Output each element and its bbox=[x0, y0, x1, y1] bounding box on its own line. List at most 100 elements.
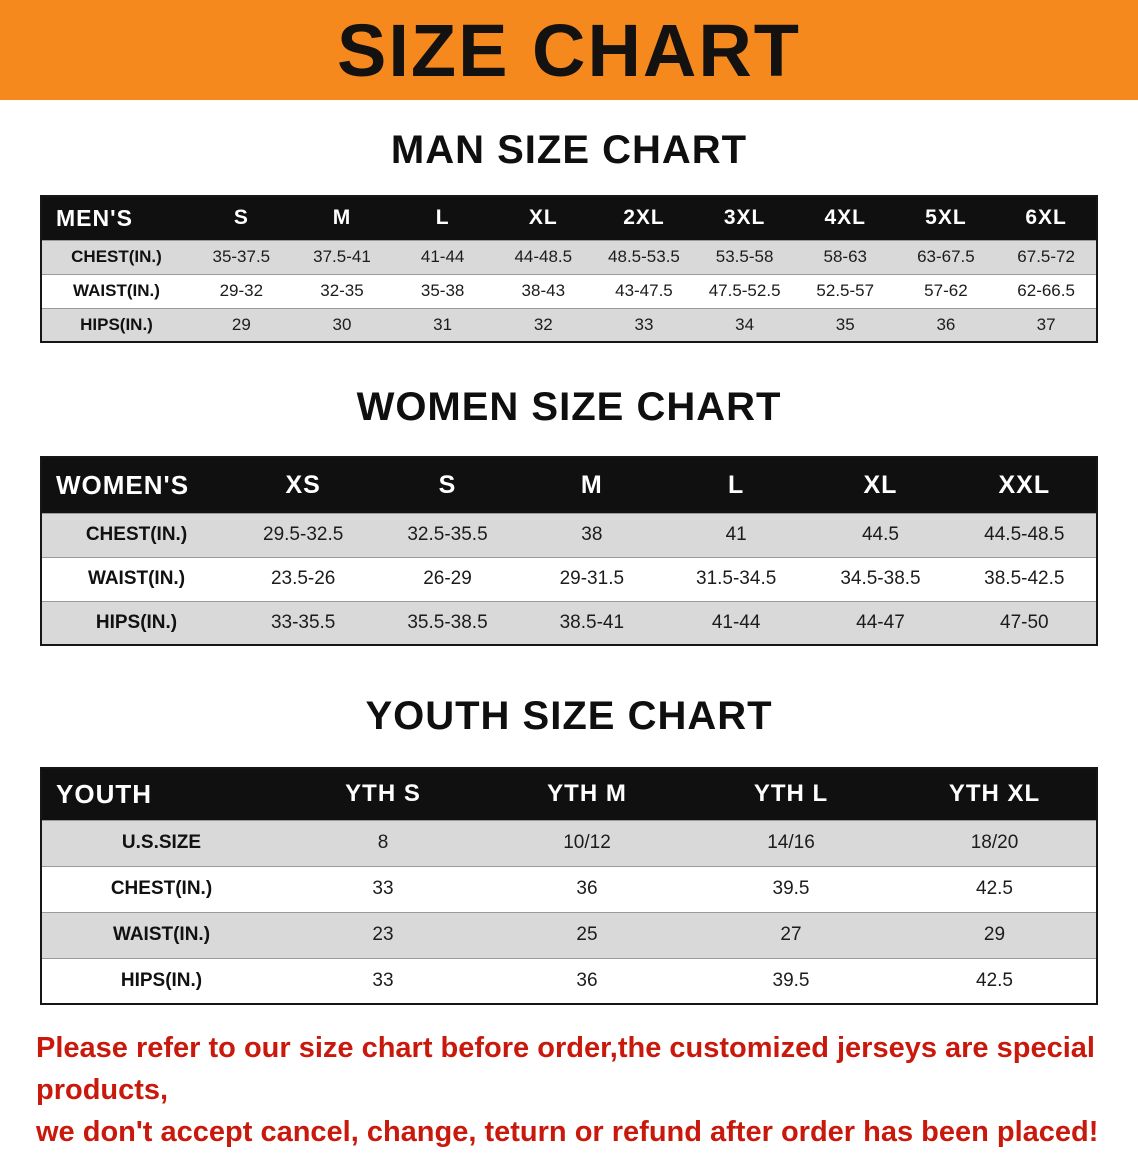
women-header-row: WOMEN'S XS S M L XL XXL bbox=[41, 457, 1097, 513]
size-header: XXL bbox=[998, 470, 1051, 499]
size-header: L bbox=[435, 206, 450, 230]
size-header: YTH M bbox=[547, 780, 627, 808]
size-value: 29-32 bbox=[219, 281, 264, 300]
size-value: 44-48.5 bbox=[514, 247, 573, 266]
size-value: 38.5-42.5 bbox=[984, 568, 1065, 589]
size-value: 27 bbox=[780, 924, 802, 945]
size-value: 35 bbox=[835, 314, 855, 334]
size-value: 41-44 bbox=[711, 611, 761, 633]
youth-ussize-row: U.S.SIZE 8 10/12 14/16 18/20 bbox=[41, 820, 1097, 866]
men-section-heading: MAN SIZE CHART bbox=[390, 128, 748, 172]
size-header: XL bbox=[528, 206, 558, 230]
size-header: YTH XL bbox=[948, 780, 1041, 808]
men-section: MAN SIZE CHART MEN'S S M L XL 2XL 3XL 4X… bbox=[0, 128, 1138, 343]
disclaimer-line-1: Please refer to our size chart before or… bbox=[36, 1032, 1095, 1107]
size-value: 31 bbox=[433, 314, 453, 334]
men-corner-label: MEN'S bbox=[56, 204, 133, 231]
women-section-heading: WOMEN SIZE CHART bbox=[356, 385, 782, 429]
size-value: 33 bbox=[372, 969, 394, 991]
size-header: YTH L bbox=[753, 780, 829, 808]
size-header: XL bbox=[863, 470, 898, 499]
row-label: WAIST(IN.) bbox=[112, 924, 211, 945]
size-header: L bbox=[728, 470, 745, 499]
size-value: 41-44 bbox=[420, 247, 465, 266]
size-value: 33 bbox=[372, 878, 394, 899]
men-waist-row: WAIST(IN.) 29-32 32-35 35-38 38-43 43-47… bbox=[41, 274, 1097, 308]
row-label: CHEST(IN.) bbox=[85, 524, 188, 545]
size-header: 3XL bbox=[723, 206, 766, 230]
size-value: 35.5-38.5 bbox=[407, 611, 488, 633]
size-value: 34.5-38.5 bbox=[840, 568, 921, 589]
size-value: 33-35.5 bbox=[270, 611, 336, 633]
size-value: 23.5-26 bbox=[270, 568, 336, 589]
youth-section-heading: YOUTH SIZE CHART bbox=[365, 694, 773, 738]
size-value: 31.5-34.5 bbox=[696, 568, 777, 589]
youth-size-table: YOUTH YTH S YTH M YTH L YTH XL U.S.SIZE … bbox=[40, 767, 1098, 1005]
size-value: 32-35 bbox=[320, 281, 364, 300]
size-value: 36 bbox=[936, 314, 956, 334]
size-value: 53.5-58 bbox=[715, 247, 774, 266]
size-value: 38 bbox=[581, 524, 603, 545]
row-label: U.S.SIZE bbox=[121, 832, 202, 853]
row-label: CHEST(IN.) bbox=[71, 247, 162, 266]
size-chart-banner: SIZE CHART bbox=[0, 0, 1138, 100]
size-header: 2XL bbox=[623, 206, 665, 230]
size-value: 47.5-52.5 bbox=[708, 281, 781, 300]
men-size-table: MEN'S S M L XL 2XL 3XL 4XL 5XL 6XL CHEST… bbox=[40, 195, 1098, 343]
row-label: WAIST(IN.) bbox=[73, 281, 160, 300]
women-section: WOMEN SIZE CHART WOMEN'S XS S M L XL XXL… bbox=[0, 385, 1138, 646]
women-chest-row: CHEST(IN.) 29.5-32.5 32.5-35.5 38 41 44.… bbox=[41, 513, 1097, 557]
size-value: 25 bbox=[576, 924, 598, 945]
size-value: 52.5-57 bbox=[816, 281, 875, 300]
size-value: 43-47.5 bbox=[615, 281, 673, 300]
size-value: 36 bbox=[576, 878, 598, 899]
youth-section: YOUTH SIZE CHART YOUTH YTH S YTH M YTH L… bbox=[0, 694, 1138, 1005]
size-value: 34 bbox=[735, 314, 755, 334]
size-value: 63-67.5 bbox=[917, 247, 975, 266]
size-value: 35-37.5 bbox=[212, 247, 271, 266]
men-hips-row: HIPS(IN.) 29 30 31 32 33 34 35 36 37 bbox=[41, 308, 1097, 342]
size-header: M bbox=[580, 470, 603, 499]
row-label: WAIST(IN.) bbox=[87, 568, 186, 589]
row-label: CHEST(IN.) bbox=[110, 878, 213, 899]
women-hips-row: HIPS(IN.) 33-35.5 35.5-38.5 38.5-41 41-4… bbox=[41, 601, 1097, 645]
size-header: YTH S bbox=[345, 780, 421, 808]
size-value: 26-29 bbox=[423, 568, 472, 589]
size-value: 33 bbox=[634, 314, 654, 334]
size-value: 37 bbox=[1036, 314, 1056, 334]
size-value: 44.5-48.5 bbox=[984, 524, 1065, 545]
youth-hips-row: HIPS(IN.) 33 36 39.5 42.5 bbox=[41, 958, 1097, 1004]
size-value: 39.5 bbox=[772, 969, 810, 991]
size-value: 29.5-32.5 bbox=[263, 524, 344, 545]
women-size-table: WOMEN'S XS S M L XL XXL CHEST(IN.) 29.5-… bbox=[40, 456, 1098, 646]
women-corner-label: WOMEN'S bbox=[56, 469, 190, 500]
size-value: 62-66.5 bbox=[1017, 281, 1075, 300]
row-label: HIPS(IN.) bbox=[80, 314, 153, 334]
size-value: 42.5 bbox=[976, 969, 1013, 991]
youth-corner-label: YOUTH bbox=[56, 778, 152, 809]
size-header: XS bbox=[285, 470, 321, 499]
size-value: 58-63 bbox=[823, 247, 867, 266]
size-value: 44.5 bbox=[861, 524, 899, 545]
size-value: 44-47 bbox=[856, 611, 905, 633]
size-value: 57-62 bbox=[924, 281, 968, 300]
size-value: 29 bbox=[231, 314, 251, 334]
size-value: 48.5-53.5 bbox=[608, 247, 680, 266]
size-value: 37.5-41 bbox=[313, 247, 371, 266]
size-value: 47-50 bbox=[1000, 611, 1049, 633]
size-header: M bbox=[332, 206, 352, 230]
youth-chest-row: CHEST(IN.) 33 36 39.5 42.5 bbox=[41, 866, 1097, 912]
size-value: 42.5 bbox=[976, 878, 1013, 899]
youth-waist-row: WAIST(IN.) 23 25 27 29 bbox=[41, 912, 1097, 958]
size-value: 23 bbox=[372, 924, 394, 945]
size-value: 32 bbox=[533, 314, 553, 334]
size-value: 35-38 bbox=[420, 281, 465, 300]
size-header: S bbox=[233, 206, 249, 230]
disclaimer-text: Please refer to our size chart before or… bbox=[36, 1027, 1102, 1153]
size-value: 38.5-41 bbox=[559, 611, 625, 633]
size-header: 4XL bbox=[824, 206, 867, 230]
men-chest-row: CHEST(IN.) 35-37.5 37.5-41 41-44 44-48.5… bbox=[41, 240, 1097, 274]
men-header-row: MEN'S S M L XL 2XL 3XL 4XL 5XL 6XL bbox=[41, 196, 1097, 240]
size-value: 39.5 bbox=[772, 878, 810, 899]
size-value: 29 bbox=[983, 924, 1006, 945]
